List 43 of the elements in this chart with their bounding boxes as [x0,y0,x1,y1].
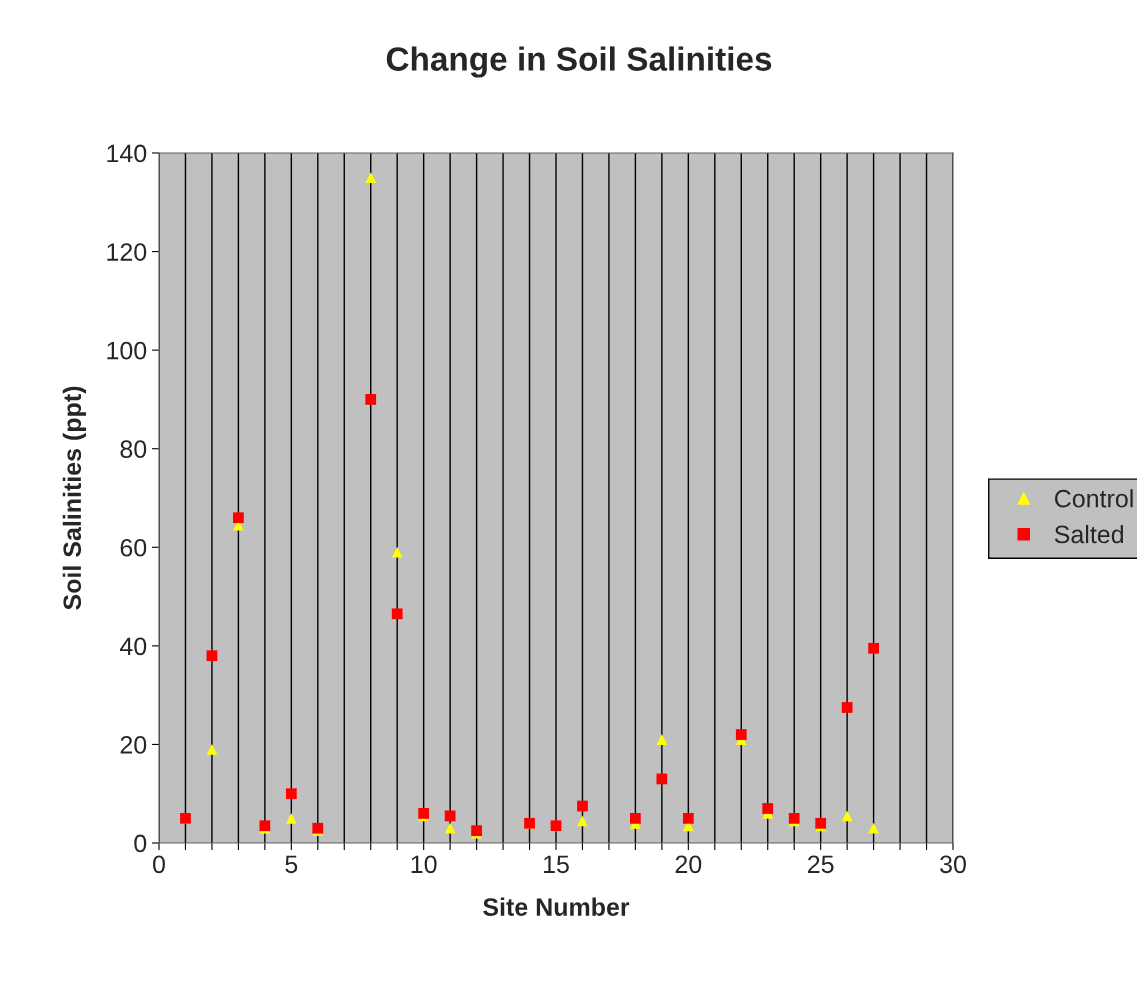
point [841,810,853,822]
x-tick-label: 15 [544,855,569,874]
point [656,773,668,785]
y-axis-title: Soil Salinities (ppt) [62,386,87,610]
y-tick-label: 60 [120,538,147,557]
point [868,642,879,654]
x-tick-label: 0 [153,855,165,874]
x-tick-label: 10 [411,855,437,874]
chart-title: Change in Soil Salinities [386,46,772,78]
y-tick-label: 120 [107,243,147,261]
y-tick-label: 20 [120,736,147,754]
point [762,803,774,814]
point [444,822,456,834]
point [365,172,377,184]
legend-label: Salted [1054,524,1124,544]
point [206,743,218,755]
point [233,512,244,524]
point [577,815,588,827]
point [841,702,853,713]
x-axis-title: Site Number [483,897,630,916]
point [630,812,641,824]
legend-label: Control [1055,489,1133,508]
point [682,812,694,824]
x-tick-label: 25 [808,855,834,874]
point [444,810,456,822]
point [577,800,588,812]
point [391,546,403,558]
y-tick-label: 40 [119,637,147,656]
y-tick-label: 0 [134,834,147,853]
point [365,394,377,405]
point [285,812,297,824]
x-tick-label: 30 [940,855,966,874]
point [656,734,668,745]
x-tick-label: 5 [285,855,298,874]
y-tick-label: 100 [107,341,147,360]
point [285,788,297,800]
point [206,650,218,662]
y-tick-label: 80 [120,440,147,459]
point [391,608,403,620]
y-tick-label: 140 [107,144,147,163]
point [868,822,879,834]
point [735,729,747,740]
x-tick-label: 20 [675,855,702,874]
